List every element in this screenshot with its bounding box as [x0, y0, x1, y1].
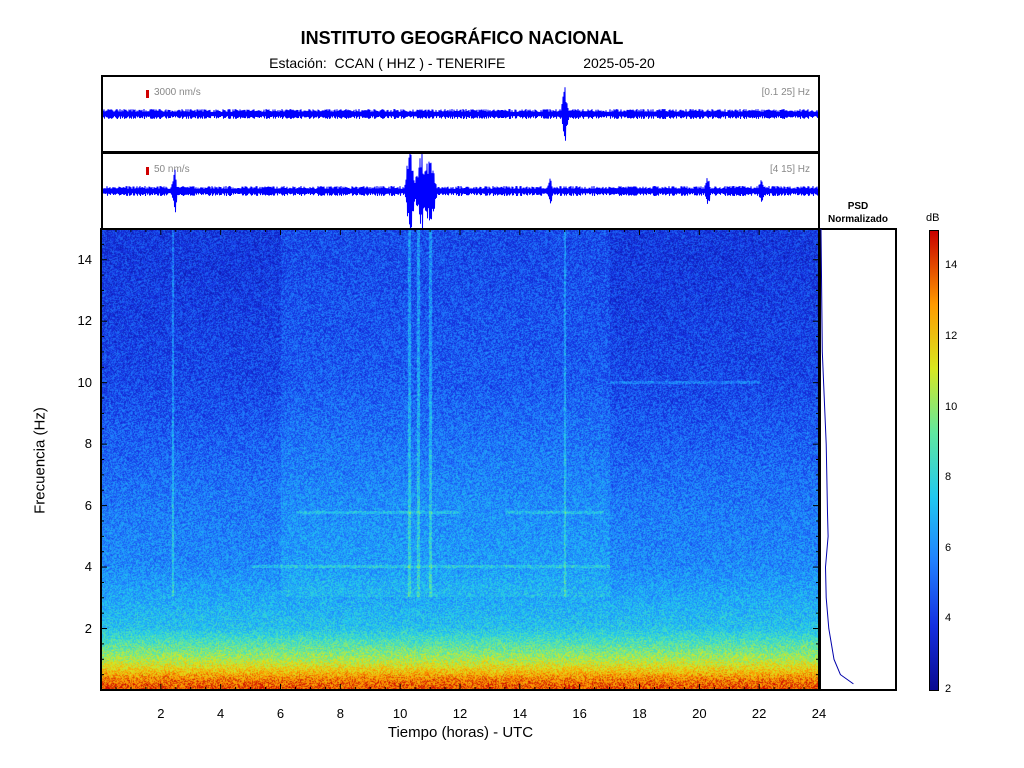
colorbar — [929, 230, 939, 691]
colorbar-unit: dB — [926, 212, 940, 224]
x-tick-label: 2 — [157, 706, 165, 721]
x-tick-label: 4 — [217, 706, 225, 721]
x-tick-label: 18 — [632, 706, 647, 721]
colorbar-tick-label: 14 — [945, 259, 958, 272]
y-tick-label: 4 — [84, 559, 92, 575]
y-tick-label: 10 — [77, 374, 92, 390]
colorbar-tick-label: 6 — [945, 541, 952, 554]
x-tick-label: 10 — [392, 706, 408, 721]
colorbar-tick-label: 10 — [945, 400, 958, 413]
x-tick-label: 8 — [336, 706, 344, 721]
x-tick-label: 24 — [811, 706, 827, 721]
date-label: 2025-05-20 — [583, 55, 655, 71]
colorbar-tick-label: 8 — [945, 471, 952, 484]
x-tick-label: 14 — [512, 706, 528, 721]
x-tick-label: 6 — [276, 706, 285, 721]
x-tick-label: 12 — [452, 706, 468, 721]
chart-subtitle: Estación: CCAN ( HHZ ) - TENERIFE 2025-0… — [0, 55, 924, 71]
trace-panel-bottom: 50 nm/s [4 15] Hz — [101, 152, 820, 230]
y-axis-label: Frecuencia (Hz) — [31, 407, 49, 514]
colorbar-tick-label: 2 — [945, 683, 952, 695]
scale-label-top: 3000 nm/s — [154, 87, 201, 98]
x-tick-label: 22 — [751, 706, 767, 721]
scale-label-bottom: 50 nm/s — [154, 164, 190, 175]
station-value: CCAN ( HHZ ) - TENERIFE — [334, 55, 506, 71]
psd-curve — [820, 228, 854, 685]
scale-bar-top — [146, 90, 149, 98]
y-tick-label: 14 — [77, 251, 92, 267]
y-tick-label: 2 — [84, 620, 92, 636]
x-tick-label: 16 — [572, 706, 587, 721]
station-label: Estación: — [269, 55, 327, 71]
x-axis-label: Tiempo (horas) - UTC — [387, 724, 534, 741]
band-label-bottom: [4 15] Hz — [769, 164, 810, 175]
spectrogram-heatmap — [101, 228, 820, 690]
seismogram-top — [103, 87, 818, 141]
y-tick-label: 6 — [84, 497, 92, 513]
y-tick-label: 12 — [77, 313, 92, 329]
colorbar-tick-label: 12 — [945, 329, 958, 342]
y-tick-label: 8 — [84, 436, 92, 452]
trace-panel-top: 3000 nm/s [0.1 25] Hz — [101, 75, 820, 153]
psd-title-1: PSD — [847, 201, 869, 212]
psd-panel-frame — [819, 228, 897, 691]
colorbar-tick-label: 4 — [945, 612, 952, 625]
band-label-top: [0.1 25] Hz — [761, 87, 810, 98]
seismogram-bottom — [103, 154, 818, 228]
x-tick-label: 20 — [692, 706, 707, 721]
scale-bar-bottom — [146, 167, 149, 175]
psd-title-2: Normalizado — [827, 214, 888, 225]
chart-title: INSTITUTO GEOGRÁFICO NACIONAL — [300, 28, 624, 48]
